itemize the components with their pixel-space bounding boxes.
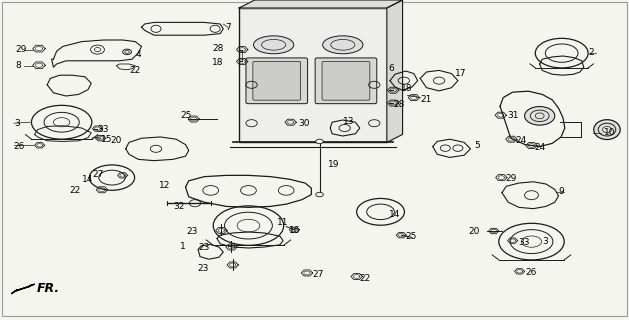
Polygon shape	[14, 284, 35, 292]
Text: 18: 18	[401, 84, 412, 93]
FancyBboxPatch shape	[253, 61, 301, 100]
Text: 26: 26	[526, 268, 537, 277]
Text: 20: 20	[468, 227, 479, 236]
Text: 3: 3	[14, 119, 19, 128]
Text: 19: 19	[328, 160, 340, 169]
Text: 6: 6	[389, 64, 394, 73]
Text: 27: 27	[92, 170, 104, 179]
FancyBboxPatch shape	[322, 61, 370, 100]
Text: 25: 25	[406, 232, 417, 241]
Text: 20: 20	[110, 136, 121, 145]
Text: 23: 23	[198, 243, 209, 252]
Ellipse shape	[525, 107, 555, 125]
Text: FR.: FR.	[36, 282, 60, 295]
Text: 33: 33	[97, 125, 109, 134]
Text: 5: 5	[474, 141, 480, 150]
Text: 14: 14	[389, 210, 400, 219]
Text: 21: 21	[420, 95, 431, 104]
Text: 27: 27	[313, 270, 324, 279]
Text: 18: 18	[212, 58, 223, 67]
Ellipse shape	[316, 192, 323, 197]
Ellipse shape	[323, 36, 363, 54]
Text: 26: 26	[14, 142, 25, 151]
Text: 33: 33	[518, 238, 530, 247]
Text: 16: 16	[289, 226, 301, 235]
Text: 30: 30	[298, 119, 309, 128]
Text: 23: 23	[198, 264, 209, 273]
Text: 24: 24	[535, 143, 546, 152]
Text: 24: 24	[516, 136, 527, 145]
Text: 2: 2	[589, 48, 594, 57]
Text: 4: 4	[135, 50, 141, 59]
Text: 13: 13	[343, 117, 354, 126]
Text: 8: 8	[16, 61, 21, 70]
Polygon shape	[11, 290, 18, 294]
Ellipse shape	[594, 120, 620, 140]
Text: 25: 25	[181, 111, 192, 120]
Text: 22: 22	[129, 66, 140, 75]
Text: 22: 22	[360, 274, 371, 283]
FancyBboxPatch shape	[315, 58, 377, 104]
Polygon shape	[239, 0, 403, 8]
Text: 7: 7	[225, 23, 231, 32]
Text: 29: 29	[506, 174, 517, 183]
Text: 17: 17	[455, 69, 467, 78]
FancyBboxPatch shape	[239, 8, 387, 142]
Text: 23: 23	[187, 227, 198, 236]
Ellipse shape	[253, 36, 294, 54]
Polygon shape	[387, 0, 403, 142]
Text: 22: 22	[69, 186, 81, 195]
Text: 14: 14	[82, 175, 93, 184]
Text: 31: 31	[508, 111, 519, 120]
Text: 28: 28	[212, 44, 223, 53]
Ellipse shape	[316, 139, 323, 144]
Text: 10: 10	[604, 128, 615, 137]
Text: 15: 15	[101, 135, 112, 144]
Text: 29: 29	[16, 45, 27, 54]
Text: 3: 3	[542, 237, 548, 246]
Text: 11: 11	[277, 218, 288, 227]
Text: 28: 28	[393, 100, 404, 108]
Text: 12: 12	[159, 181, 170, 190]
Text: 9: 9	[559, 188, 564, 196]
Text: 1: 1	[180, 242, 186, 251]
Text: 32: 32	[173, 202, 184, 211]
FancyBboxPatch shape	[246, 58, 308, 104]
